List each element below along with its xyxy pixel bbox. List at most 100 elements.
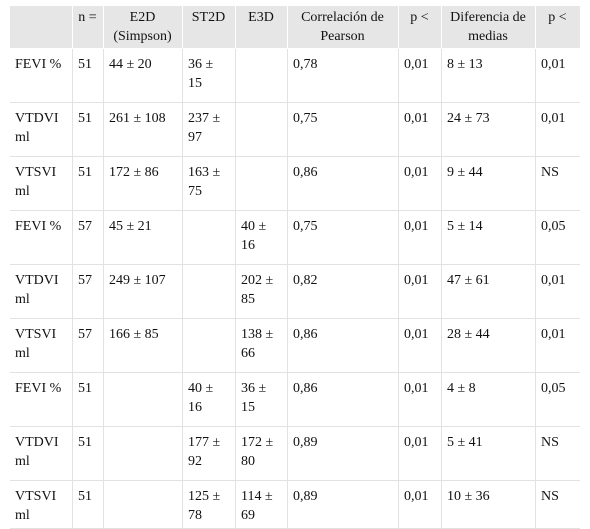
cell-parameter: VTSVI ml: [10, 481, 73, 529]
header-row: n = E2D (Simpson) ST2D E3D Correlación d…: [10, 6, 580, 49]
cell-p-pearson: 0,01: [399, 265, 442, 319]
cell-e3d: 172 ± 80: [236, 427, 288, 481]
cell-mean-diff: 47 ± 61: [442, 265, 536, 319]
cell-p-diff: 0,01: [536, 319, 580, 373]
cell-p-pearson: 0,01: [399, 481, 442, 529]
cell-n: 57: [73, 265, 104, 319]
header-cell-st2d: ST2D: [183, 6, 236, 49]
cell-st2d: 237 ± 97: [183, 103, 236, 157]
cell-e2d: 44 ± 20: [104, 49, 183, 103]
cell-st2d: [183, 211, 236, 265]
cell-p-diff: 0,01: [536, 49, 580, 103]
table-row: VTDVI ml 51 261 ± 108 237 ± 97 0,75 0,01…: [10, 103, 580, 157]
cell-p-pearson: 0,01: [399, 157, 442, 211]
cell-e2d: [104, 481, 183, 529]
cell-p-diff: NS: [536, 427, 580, 481]
comparison-table-container: n = E2D (Simpson) ST2D E3D Correlación d…: [10, 6, 580, 529]
cell-mean-diff: 10 ± 36: [442, 481, 536, 529]
header-cell-e2d: E2D (Simpson): [104, 6, 183, 49]
cell-e3d: [236, 157, 288, 211]
table-row: VTSVI ml 51 172 ± 86 163 ± 75 0,86 0,01 …: [10, 157, 580, 211]
cell-pearson: 0,86: [288, 373, 399, 427]
cell-p-diff: NS: [536, 481, 580, 529]
cell-mean-diff: 4 ± 8: [442, 373, 536, 427]
table-row: FEVI % 51 40 ± 16 36 ± 15 0,86 0,01 4 ± …: [10, 373, 580, 427]
cell-parameter: FEVI %: [10, 211, 73, 265]
cell-e2d: 172 ± 86: [104, 157, 183, 211]
cell-e2d: 249 ± 107: [104, 265, 183, 319]
cell-st2d: 163 ± 75: [183, 157, 236, 211]
cell-parameter: FEVI %: [10, 373, 73, 427]
cell-p-pearson: 0,01: [399, 427, 442, 481]
cell-mean-diff: 5 ± 41: [442, 427, 536, 481]
cell-e2d: [104, 373, 183, 427]
cell-n: 51: [73, 481, 104, 529]
cell-p-diff: 0,05: [536, 211, 580, 265]
header-cell-pearson: Correlación de Pearson: [288, 6, 399, 49]
table-row: VTDVI ml 51 177 ± 92 172 ± 80 0,89 0,01 …: [10, 427, 580, 481]
table-row: VTDVI ml 57 249 ± 107 202 ± 85 0,82 0,01…: [10, 265, 580, 319]
cell-st2d: 125 ± 78: [183, 481, 236, 529]
cell-e3d: 114 ± 69: [236, 481, 288, 529]
cell-mean-diff: 9 ± 44: [442, 157, 536, 211]
cell-parameter: VTDVI ml: [10, 265, 73, 319]
cell-n: 51: [73, 157, 104, 211]
cell-mean-diff: 28 ± 44: [442, 319, 536, 373]
cell-st2d: 36 ± 15: [183, 49, 236, 103]
cell-pearson: 0,89: [288, 427, 399, 481]
cell-e2d: [104, 427, 183, 481]
cell-mean-diff: 8 ± 13: [442, 49, 536, 103]
cell-p-pearson: 0,01: [399, 103, 442, 157]
cell-e3d: 40 ± 16: [236, 211, 288, 265]
cell-parameter: VTSVI ml: [10, 319, 73, 373]
cell-p-pearson: 0,01: [399, 319, 442, 373]
cell-n: 51: [73, 103, 104, 157]
cell-pearson: 0,86: [288, 319, 399, 373]
cell-pearson: 0,75: [288, 211, 399, 265]
cell-parameter: VTDVI ml: [10, 427, 73, 481]
cell-st2d: [183, 319, 236, 373]
cell-st2d: [183, 265, 236, 319]
cell-p-pearson: 0,01: [399, 211, 442, 265]
header-cell-p-diff: p <: [536, 6, 580, 49]
cell-n: 57: [73, 319, 104, 373]
cell-pearson: 0,75: [288, 103, 399, 157]
cell-e2d: 166 ± 85: [104, 319, 183, 373]
cell-pearson: 0,82: [288, 265, 399, 319]
cell-n: 51: [73, 49, 104, 103]
cell-e2d: 45 ± 21: [104, 211, 183, 265]
cell-e3d: [236, 49, 288, 103]
cell-p-diff: 0,05: [536, 373, 580, 427]
header-cell-e3d: E3D: [236, 6, 288, 49]
cell-e3d: 138 ± 66: [236, 319, 288, 373]
cell-p-pearson: 0,01: [399, 49, 442, 103]
cell-p-diff: NS: [536, 157, 580, 211]
table-row: VTSVI ml 51 125 ± 78 114 ± 69 0,89 0,01 …: [10, 481, 580, 529]
cell-pearson: 0,89: [288, 481, 399, 529]
header-cell-mean-diff: Diferencia de medias: [442, 6, 536, 49]
cell-parameter: FEVI %: [10, 49, 73, 103]
cell-st2d: 40 ± 16: [183, 373, 236, 427]
cell-pearson: 0,78: [288, 49, 399, 103]
cell-e2d: 261 ± 108: [104, 103, 183, 157]
cell-e3d: 202 ± 85: [236, 265, 288, 319]
cell-mean-diff: 24 ± 73: [442, 103, 536, 157]
cell-e3d: [236, 103, 288, 157]
table-row: VTSVI ml 57 166 ± 85 138 ± 66 0,86 0,01 …: [10, 319, 580, 373]
cell-p-diff: 0,01: [536, 103, 580, 157]
cell-parameter: VTDVI ml: [10, 103, 73, 157]
comparison-table: n = E2D (Simpson) ST2D E3D Correlación d…: [10, 6, 580, 529]
cell-n: 51: [73, 427, 104, 481]
cell-n: 57: [73, 211, 104, 265]
cell-n: 51: [73, 373, 104, 427]
header-cell-n: n =: [73, 6, 104, 49]
cell-mean-diff: 5 ± 14: [442, 211, 536, 265]
cell-st2d: 177 ± 92: [183, 427, 236, 481]
cell-parameter: VTSVI ml: [10, 157, 73, 211]
table-row: FEVI % 57 45 ± 21 40 ± 16 0,75 0,01 5 ± …: [10, 211, 580, 265]
table-row: FEVI % 51 44 ± 20 36 ± 15 0,78 0,01 8 ± …: [10, 49, 580, 103]
cell-p-diff: 0,01: [536, 265, 580, 319]
header-cell-p-pearson: p <: [399, 6, 442, 49]
header-cell-parameter: [10, 6, 73, 49]
cell-e3d: 36 ± 15: [236, 373, 288, 427]
